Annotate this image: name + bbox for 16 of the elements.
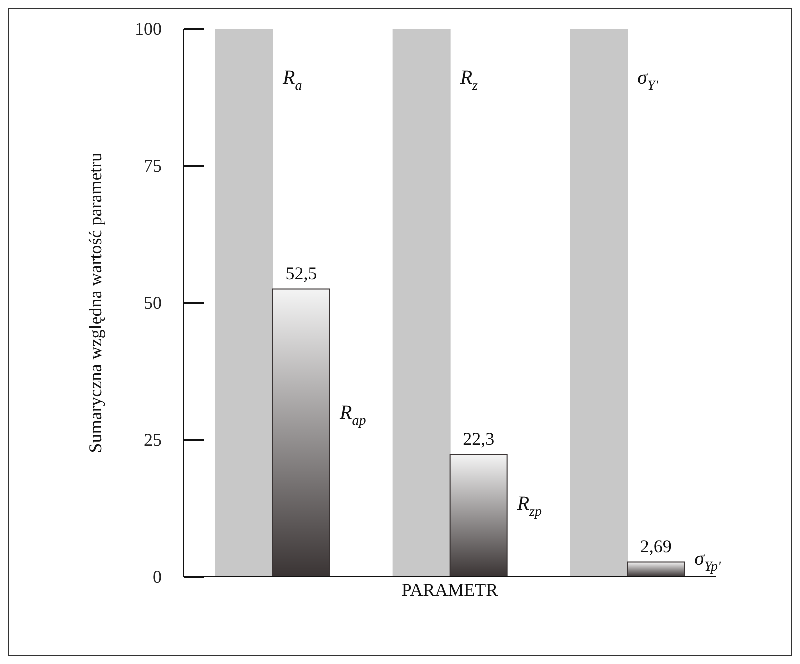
data-label: 2,69: [640, 536, 672, 556]
annotation: R$_{zp}$: [516, 492, 542, 520]
y-tick-label: 25: [144, 430, 162, 450]
annotation: σ$_{Y'}$: [638, 67, 660, 94]
x-axis-title: PARAMETR: [402, 580, 498, 600]
y-axis-title: Sumaryczna względna wartość parametru: [85, 152, 106, 454]
y-tick-label: 0: [153, 567, 162, 587]
data-label: 22,3: [463, 428, 495, 449]
y-tick-label: 100: [135, 19, 162, 39]
annotation: R$_{z}$: [459, 67, 479, 94]
y-tick-label: 50: [144, 293, 162, 313]
annotation: R$_{ap}$: [339, 402, 366, 429]
data-label: 52,5: [286, 263, 318, 284]
annotation: R$_{a}$: [282, 67, 302, 94]
y-tick-label: 75: [144, 156, 162, 176]
annotation: σ$_{Yp'}$: [694, 548, 722, 575]
